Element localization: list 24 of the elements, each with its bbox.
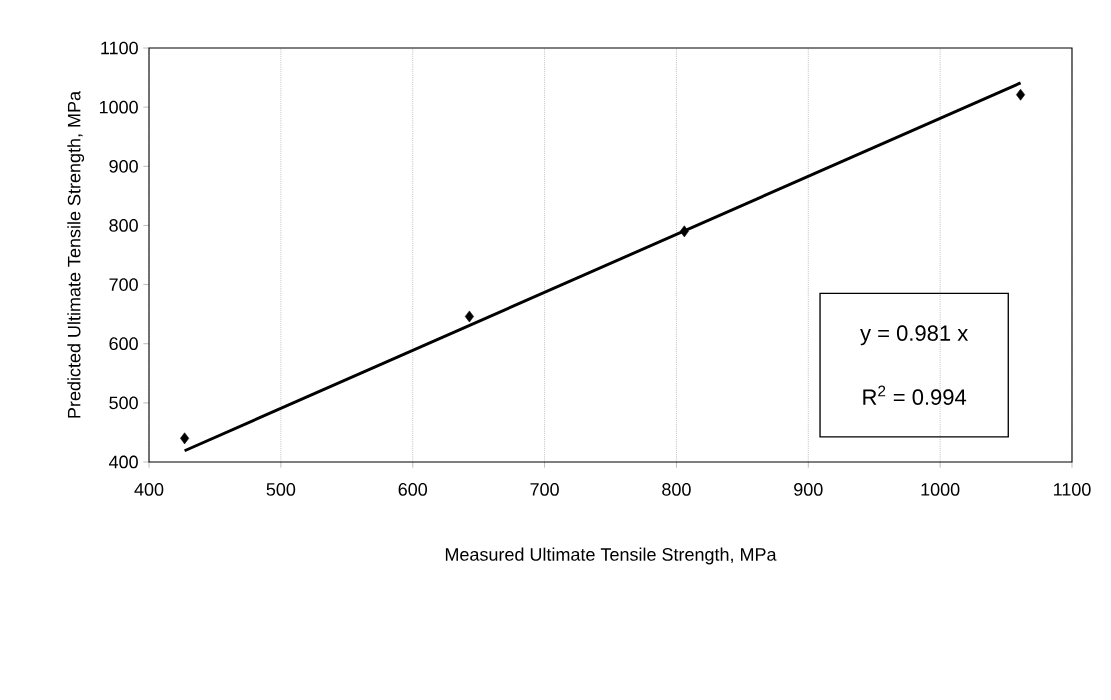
y-tick-label: 600 — [109, 337, 138, 351]
annotation: R$^{2}$ = 0.994 — [863, 385, 967, 405]
point — [464, 310, 474, 323]
x-tick-label: 700 — [530, 483, 559, 496]
y-axis-title: Predicted Ultimate Tensile Strength, MPa — [67, 90, 85, 418]
y-tick-label: 1100 — [101, 41, 138, 55]
point — [180, 432, 190, 445]
x-tick-label: 500 — [266, 483, 296, 496]
annotation: y = 0.981 x — [860, 325, 969, 346]
y-tick-label: 900 — [109, 159, 138, 173]
x-tick-label: 400 — [134, 483, 164, 496]
y-tick-label: 500 — [109, 396, 138, 410]
x-tick-label: 1000 — [921, 483, 960, 496]
y-tick-label: 700 — [109, 278, 138, 291]
y-tick-label: 1000 — [99, 100, 138, 114]
point — [679, 225, 689, 238]
x-tick-label: 1100 — [1054, 483, 1091, 496]
x-tick-label: 900 — [794, 483, 823, 496]
x-tick-label: 800 — [662, 483, 691, 496]
point — [1016, 88, 1026, 101]
x-axis-title: Measured Ultimate Tensile Strength, MPa — [445, 547, 777, 565]
y-tick-label: 800 — [109, 219, 138, 232]
y-tick-label: 400 — [108, 455, 138, 469]
x-tick-label: 600 — [398, 483, 428, 496]
